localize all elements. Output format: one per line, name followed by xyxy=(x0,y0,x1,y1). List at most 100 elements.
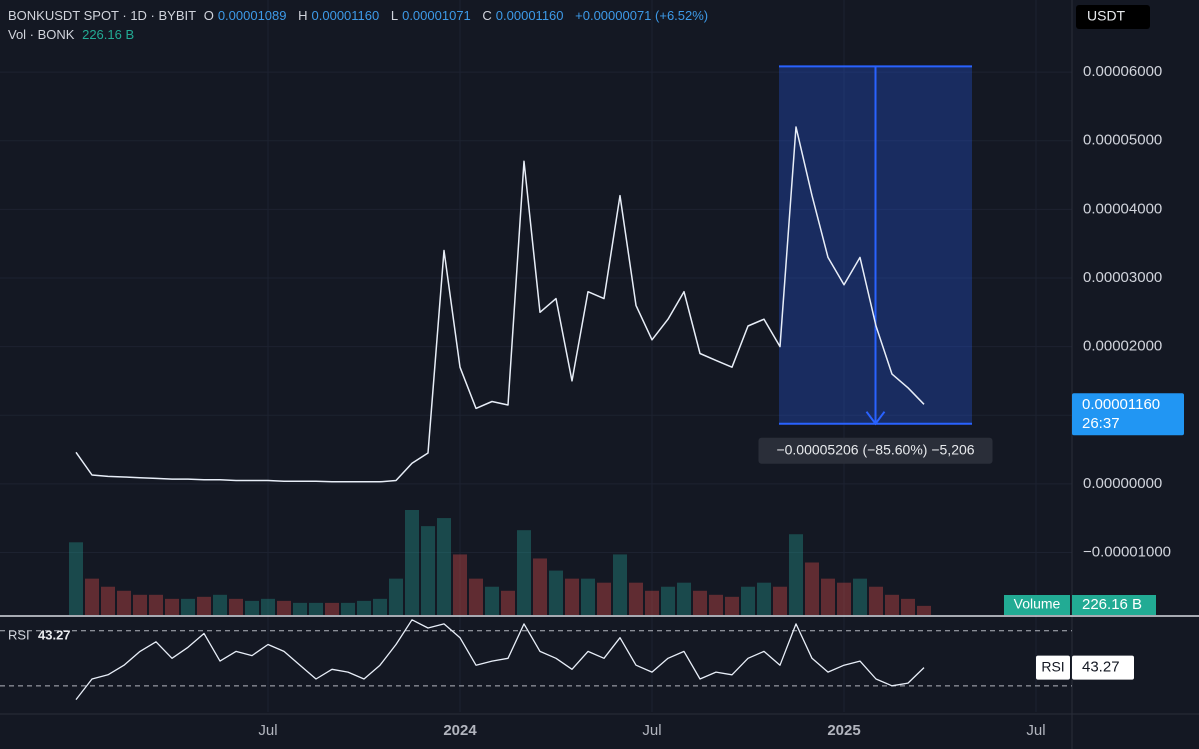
price-line xyxy=(75,126,925,483)
change: +0.00000071 (+6.52%) xyxy=(575,8,709,23)
volume-bar xyxy=(165,598,179,615)
x-tick-label: Jul xyxy=(258,722,277,739)
volume-bar xyxy=(405,510,419,615)
volume-bar xyxy=(629,582,643,615)
volume-bar xyxy=(437,518,451,615)
volume-bar xyxy=(261,598,275,615)
volume-bar xyxy=(853,578,867,615)
volume-bar xyxy=(901,598,915,615)
x-tick-label: Jul xyxy=(642,722,661,739)
volume-bar xyxy=(533,558,547,615)
volume-bar xyxy=(789,534,803,615)
volume-bar xyxy=(917,605,931,615)
volume-bar xyxy=(69,542,83,615)
volume-bar xyxy=(197,596,211,615)
volume-bar xyxy=(773,586,787,615)
volume-badge-name: Volume xyxy=(1014,596,1061,612)
price-badge-countdown: 26:37 xyxy=(1082,415,1120,432)
ohlc-value: 0.00001160 xyxy=(311,8,380,23)
volume-bar xyxy=(805,562,819,615)
volume-badge-name-box xyxy=(1004,595,1070,615)
currency-box[interactable] xyxy=(1076,5,1150,29)
volume-bar xyxy=(133,594,147,615)
volume-bar xyxy=(485,586,499,615)
rsi-badge-name: RSI xyxy=(1041,658,1064,674)
rsi-legend-value: 43.27 xyxy=(38,627,71,642)
volume-bar xyxy=(565,578,579,615)
volume-bar xyxy=(245,600,259,615)
volume-value: 226.16 B xyxy=(82,27,135,42)
rsi-badge-box xyxy=(1072,655,1134,680)
volume-label[interactable]: Vol · BONK xyxy=(8,27,75,42)
rsi-badge-name-box xyxy=(1036,655,1070,680)
volume-bar xyxy=(837,582,851,615)
volume-bar xyxy=(453,554,467,615)
y-tick-label: 0.00006000 xyxy=(1083,63,1162,80)
x-tick-label: Jul xyxy=(1026,722,1045,739)
price-badge xyxy=(1072,393,1184,436)
volume-bar xyxy=(149,594,163,615)
y-tick-label: 0.00003000 xyxy=(1083,269,1162,286)
ohlc-key: O xyxy=(203,8,214,23)
volume-bar xyxy=(341,602,355,615)
volume-bar xyxy=(85,578,99,615)
y-tick-label: 0.00004000 xyxy=(1083,200,1162,217)
ohlc-key: L xyxy=(390,8,399,23)
volume-bar xyxy=(645,590,659,615)
volume-bar xyxy=(725,596,739,615)
rsi-legend-name: RSI xyxy=(8,627,30,642)
volume-badge-value: 226.16 B xyxy=(1082,596,1142,613)
y-tick-label: 0.00002000 xyxy=(1083,338,1162,355)
volume-bar xyxy=(517,530,531,615)
volume-bar xyxy=(229,598,243,615)
ohlc-key: C xyxy=(482,8,492,23)
y-tick-label: 0.00005000 xyxy=(1083,132,1162,149)
measure-label: −0.00005206 (−85.60%) −5,206 xyxy=(776,441,974,457)
legend: BONKUSDT SPOT · 1D · BYBIT O 0.00001089 H… xyxy=(8,6,716,44)
volume-bar xyxy=(869,586,883,615)
volume-bar xyxy=(389,578,403,615)
volume-bar xyxy=(549,570,563,615)
ohlc-key: H xyxy=(298,8,308,23)
price-legend: BONKUSDT SPOT · 1D · BYBIT O 0.00001089 H… xyxy=(8,6,716,25)
rsi-badge-value: 43.27 xyxy=(1082,659,1120,676)
volume-bar xyxy=(741,586,755,615)
volume-legend: Vol · BONK 226.16 B xyxy=(8,25,716,44)
volume-bar xyxy=(709,594,723,615)
volume-bar xyxy=(661,586,675,615)
ohlc-value: 0.00001089 xyxy=(217,8,287,23)
ohlc-value: 0.00001071 xyxy=(402,8,471,23)
volume-bar xyxy=(885,594,899,615)
x-tick-label: 2024 xyxy=(443,722,477,739)
volume-bar xyxy=(277,600,291,615)
volume-bar xyxy=(373,598,387,615)
volume-bar xyxy=(501,590,515,615)
rsi-line xyxy=(75,619,925,700)
volume-bar xyxy=(597,582,611,615)
y-tick-label: −0.00001000 xyxy=(1083,544,1171,561)
volume-bar xyxy=(309,602,323,615)
volume-bar xyxy=(213,594,227,615)
x-tick-label: 2025 xyxy=(827,722,860,739)
volume-bar xyxy=(581,578,595,615)
ohlc-value: 0.00001160 xyxy=(495,8,564,23)
volume-bar xyxy=(693,590,707,615)
symbol[interactable]: BONKUSDT SPOT · 1D · BYBIT xyxy=(8,8,197,23)
volume-bar xyxy=(613,554,627,615)
volume-bar xyxy=(325,602,339,615)
volume-bar xyxy=(101,586,115,615)
volume-bar xyxy=(421,526,435,615)
volume-bar xyxy=(469,578,483,615)
y-tick-label: 0.00000000 xyxy=(1083,475,1162,492)
currency: USDT xyxy=(1087,8,1126,24)
volume-bar xyxy=(293,602,307,615)
price-badge-value: 0.00001160 xyxy=(1082,396,1160,413)
volume-bar xyxy=(181,598,195,615)
volume-bar xyxy=(677,582,691,615)
volume-bar xyxy=(357,600,371,615)
measure-arrowhead xyxy=(865,411,886,426)
volume-bar xyxy=(757,582,771,615)
volume-bar xyxy=(117,590,131,615)
